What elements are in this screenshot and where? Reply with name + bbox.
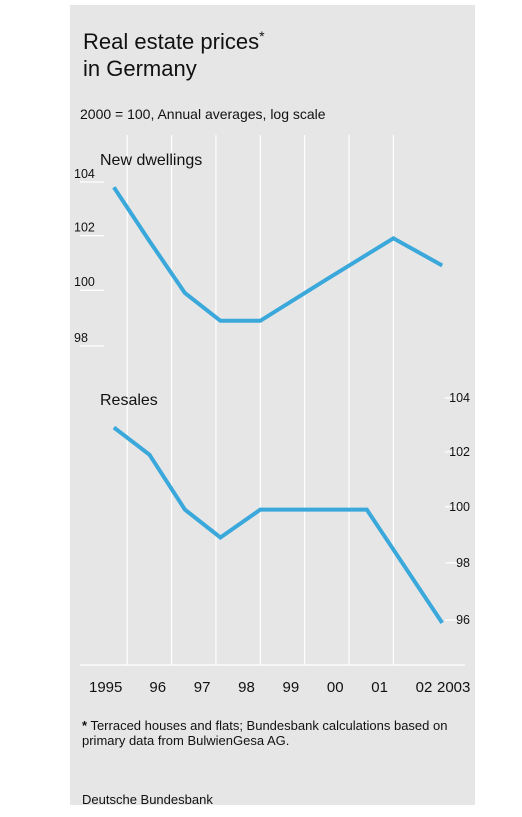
- y-tick-label: 104: [74, 167, 95, 181]
- y-tick-label: 104: [449, 391, 470, 405]
- footnote: * Terraced houses and flats; Bundesbank …: [82, 718, 462, 748]
- x-tick-label: 00: [327, 679, 344, 696]
- y-tick-label: 102: [74, 221, 95, 235]
- x-tick-label: 1995: [89, 679, 122, 696]
- footnote-text: Terraced houses and flats; Bundesbank ca…: [82, 718, 447, 748]
- x-tick-label: 2003: [437, 679, 470, 696]
- y-tick-label: 102: [449, 445, 470, 459]
- y-tick-label: 100: [74, 275, 95, 289]
- source-label: Deutsche Bundesbank: [82, 792, 213, 807]
- x-tick-label: 99: [283, 679, 300, 696]
- x-tick-label: 97: [194, 679, 211, 696]
- chart-panel: Real estate prices* in Germany 2000 = 10…: [70, 5, 475, 805]
- y-tick-label: 98: [456, 556, 470, 570]
- y-tick-label: 96: [456, 613, 470, 627]
- footnote-marker: *: [82, 718, 87, 733]
- y-tick-label: 100: [449, 500, 470, 514]
- y-tick-label: 98: [74, 331, 88, 345]
- x-tick-label: 01: [371, 679, 388, 696]
- series-label: Resales: [100, 392, 158, 409]
- x-tick-label: 96: [149, 679, 166, 696]
- series-label: New dwellings: [100, 152, 202, 169]
- line-chart: 104 102 100 98 New dwellings 104 102 100 98 96 Res…: [70, 5, 475, 705]
- x-tick-label: 02: [416, 679, 433, 696]
- x-tick-label: 98: [238, 679, 255, 696]
